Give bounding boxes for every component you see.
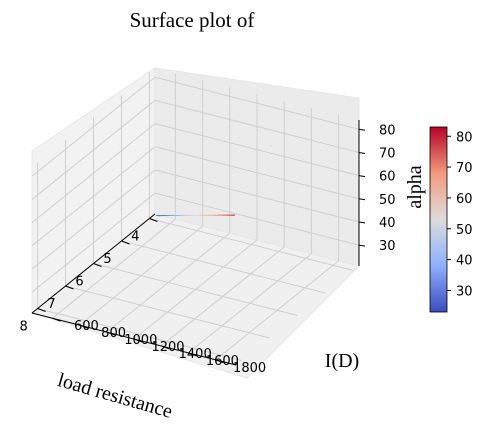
z-tick-label: 80 — [379, 123, 396, 138]
x-tick-label: 7 — [47, 297, 55, 312]
y-tick-label: 800 — [101, 326, 126, 341]
colorbar-tick-label: 50 — [456, 223, 473, 238]
y-tick-label: 1200 — [151, 340, 184, 355]
x-tick-label: 4 — [131, 230, 139, 245]
colorbar-tick-label: 30 — [456, 284, 473, 299]
z-tick-label: 30 — [379, 239, 396, 254]
axis-lines — [31, 120, 366, 366]
x-tick-label: 6 — [75, 275, 83, 290]
colorbar — [429, 126, 448, 313]
y-tick-label: 600 — [74, 319, 99, 334]
z-axis-label: alpha — [404, 165, 426, 208]
x-axis-label: load resistance — [55, 369, 175, 423]
colorbar-tick-label: 80 — [456, 130, 473, 145]
colorbar-ticks: 30 40 50 60 70 80 — [447, 130, 473, 299]
colorbar-tick-label: 60 — [456, 192, 473, 207]
y-tick-label: 1400 — [179, 347, 212, 362]
y-axis-label: I(D) — [325, 350, 359, 372]
z-tick-label: 70 — [379, 146, 396, 161]
chart-title: Surface plot of — [130, 8, 255, 32]
colorbar-tick-label: 70 — [456, 161, 473, 176]
z-tick-label: 60 — [379, 170, 396, 185]
z-tick-label: 40 — [379, 216, 396, 231]
x-tick-label: 5 — [103, 252, 111, 267]
y-tick-label: 1600 — [206, 354, 239, 369]
y-tick-label: 1800 — [233, 361, 266, 376]
colorbar-tick-label: 40 — [456, 254, 473, 269]
z-tick-label: 50 — [379, 193, 396, 208]
x-tick-label: 8 — [19, 320, 27, 335]
data-series — [156, 214, 235, 217]
grid-lines — [31, 72, 360, 361]
y-tick-label: 1000 — [124, 333, 157, 348]
